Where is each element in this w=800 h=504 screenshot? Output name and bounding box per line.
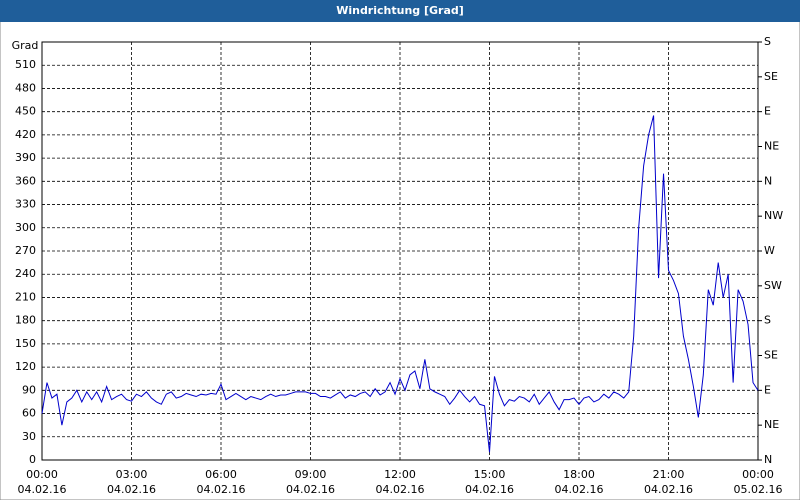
x-tick-date: 04.02.16 — [555, 483, 604, 496]
x-tick-label: 15:00 — [474, 468, 506, 481]
x-tick-label: 06:00 — [205, 468, 237, 481]
y-tick-label: 90 — [22, 383, 36, 396]
x-tick-label: 12:00 — [384, 468, 416, 481]
y-tick-label: 240 — [15, 267, 36, 280]
y2-tick-label: N — [764, 174, 772, 187]
y2-tick-label: NE — [764, 140, 779, 153]
chart-title: Windrichtung [Grad] — [336, 4, 464, 17]
y-tick-label: 510 — [15, 58, 36, 71]
x-tick-date: 04.02.16 — [107, 483, 156, 496]
y-tick-label: 390 — [15, 151, 36, 164]
y2-tick-label: NW — [764, 209, 783, 222]
x-tick-label: 21:00 — [653, 468, 685, 481]
y-tick-label: 420 — [15, 128, 36, 141]
x-tick-date: 04.02.16 — [465, 483, 514, 496]
x-tick-label: 00:00 — [26, 468, 58, 481]
y2-tick-label: E — [764, 383, 771, 396]
y-tick-label: 180 — [15, 314, 36, 327]
y-tick-label: 0 — [29, 453, 36, 466]
y-tick-label: 120 — [15, 360, 36, 373]
y-tick-label: 210 — [15, 290, 36, 303]
y2-tick-label: SE — [764, 349, 778, 362]
x-tick-label: 00:00 — [742, 468, 774, 481]
x-tick-label: 03:00 — [116, 468, 148, 481]
y2-tick-label: S — [764, 314, 771, 327]
y-tick-label: 150 — [15, 337, 36, 350]
data-line — [41, 115, 759, 453]
x-tick-date: 04.02.16 — [644, 483, 693, 496]
y2-tick-label: SW — [764, 279, 782, 292]
y2-tick-label: W — [764, 244, 775, 257]
y-tick-label: 480 — [15, 81, 36, 94]
x-tick-date: 04.02.16 — [197, 483, 246, 496]
y2-tick-label: SE — [764, 70, 778, 83]
y2-tick-label: NE — [764, 418, 779, 431]
x-tick-date: 04.02.16 — [376, 483, 425, 496]
x-tick-date: 04.02.16 — [18, 483, 67, 496]
y-tick-label: 30 — [22, 430, 36, 443]
title-bar — [0, 0, 800, 22]
y-tick-label: 60 — [22, 407, 36, 420]
x-tick-date: 04.02.16 — [286, 483, 335, 496]
y2-tick-label: S — [764, 35, 771, 48]
y-tick-label: 330 — [15, 198, 36, 211]
y-tick-label: 270 — [15, 244, 36, 257]
y-axis-label: Grad — [12, 39, 39, 52]
x-tick-date: 05.02.16 — [734, 483, 783, 496]
y-tick-label: 300 — [15, 221, 36, 234]
y-tick-label: 360 — [15, 174, 36, 187]
x-tick-label: 09:00 — [295, 468, 327, 481]
y2-tick-label: N — [764, 453, 772, 466]
x-tick-label: 18:00 — [563, 468, 595, 481]
y-tick-label: 450 — [15, 105, 36, 118]
y2-tick-label: E — [764, 105, 771, 118]
